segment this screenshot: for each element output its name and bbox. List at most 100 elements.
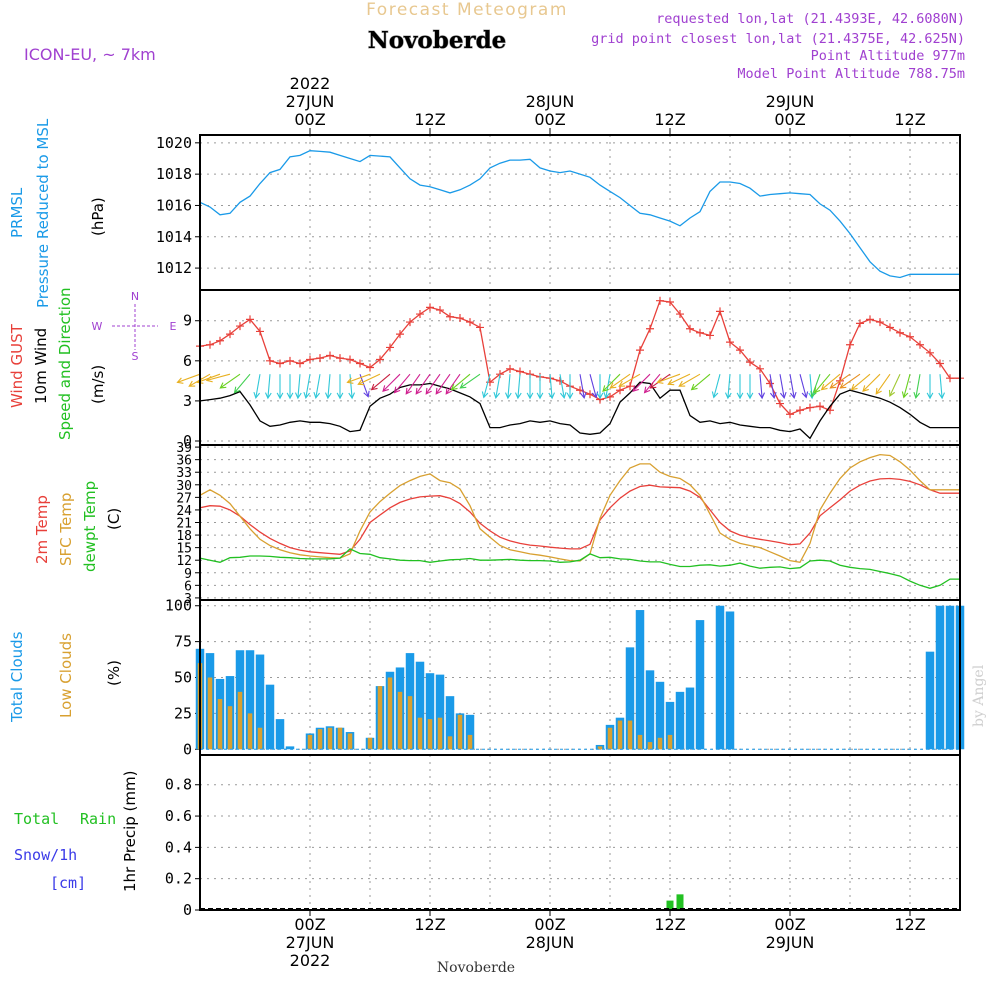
top-tick-label: 27JUN xyxy=(286,92,335,111)
wind-arrow xyxy=(779,374,785,398)
wind-arrow xyxy=(589,374,597,398)
wind-arrow-head xyxy=(618,380,626,387)
total-cloud-bar xyxy=(935,605,945,750)
total-cloud-bar xyxy=(675,691,685,750)
y-tick-label: 0.8 xyxy=(165,776,192,794)
wind-arrow-head xyxy=(678,380,686,387)
top-tick-label: 29JUN xyxy=(766,92,815,111)
wind-arrow-head xyxy=(415,387,422,395)
wind-arrow-head xyxy=(801,391,809,399)
wind-arrow xyxy=(875,373,891,395)
plot-area: 1012101410161018102003693691215182124273… xyxy=(156,134,965,919)
wind-arrow xyxy=(483,374,491,398)
wind-arrow xyxy=(678,373,701,387)
wind-arrow xyxy=(789,374,795,398)
y-tick-label: 1016 xyxy=(156,196,192,214)
compass-s: S xyxy=(132,350,139,363)
low-cloud-bar xyxy=(607,727,613,750)
gust-marker xyxy=(426,303,434,312)
wind-arrow-head xyxy=(875,387,882,395)
series-wind-gust xyxy=(199,299,960,416)
total-cloud-bar xyxy=(465,714,475,750)
y-tick-label: 75 xyxy=(174,633,192,651)
wind-arrow xyxy=(889,373,901,397)
gust-marker xyxy=(446,312,454,321)
gust-marker xyxy=(336,354,344,363)
low-cloud-bar xyxy=(467,734,473,750)
low-cloud-bar xyxy=(637,734,643,750)
wind-arrow-head xyxy=(566,392,574,400)
total-cloud-bar xyxy=(435,674,445,750)
wind-arrow xyxy=(382,373,401,392)
gust-marker xyxy=(276,359,284,368)
gust-marker xyxy=(376,355,384,364)
wind-arrow-head xyxy=(346,377,354,384)
wind-arrow xyxy=(769,374,775,398)
total-cloud-bar xyxy=(715,605,725,750)
low-cloud-bar xyxy=(217,699,223,750)
wind-arrow-head xyxy=(348,392,356,400)
product-title: Forecast Meteogram xyxy=(366,0,568,20)
wind-arrow xyxy=(495,374,501,398)
wind-arrow xyxy=(618,373,641,387)
low-cloud-bar xyxy=(617,720,623,750)
compass-w: W xyxy=(92,320,103,333)
y-tick-label: 25 xyxy=(174,704,192,722)
gust-marker xyxy=(776,399,784,408)
gust-marker xyxy=(896,328,904,337)
panel-frame xyxy=(199,754,961,911)
wind-arrow-head xyxy=(526,392,534,400)
total-cloud-bar xyxy=(445,696,455,750)
gust-marker xyxy=(366,363,374,372)
gust-marker xyxy=(466,318,474,327)
wind-arrow-head xyxy=(829,382,837,389)
y-tick-label: 0.2 xyxy=(165,870,192,888)
gust-marker xyxy=(516,367,524,376)
total-cloud-bar xyxy=(245,650,255,750)
wind-arrow-head xyxy=(536,392,544,400)
gust-marker xyxy=(736,346,744,355)
wind-arrow-head xyxy=(769,391,777,399)
gust-marker xyxy=(616,386,624,395)
gust-marker xyxy=(506,364,514,373)
wind-arrow-head xyxy=(514,392,522,400)
y-tick-label: 36 xyxy=(176,454,192,469)
bottom-tick-label: 27JUN xyxy=(286,933,335,952)
total-cloud-bar xyxy=(635,610,645,750)
wind-arrow xyxy=(327,374,331,399)
gust-marker xyxy=(656,296,664,305)
label-2m-temp: 2m Temp xyxy=(33,495,51,564)
top-tick-label: 00Z xyxy=(294,110,325,129)
label-10m-wind: 10m Wind xyxy=(32,328,50,404)
series-prmsl xyxy=(199,150,960,279)
gust-marker xyxy=(436,306,444,315)
series-2m-temp xyxy=(199,477,960,555)
panel-pressure: 1012 1014 1016 1018 1020 xyxy=(156,134,961,291)
bottom-tick-label: 00Z xyxy=(774,915,805,934)
wind-arrow-head xyxy=(810,390,817,398)
wind-arrow-head xyxy=(253,391,261,399)
y-tick-label: 27 xyxy=(176,491,192,506)
wind-arrow xyxy=(234,373,251,393)
gust-marker xyxy=(856,319,864,328)
wind-arrow-head xyxy=(405,387,412,395)
panel-wind: 0 3 6 9 xyxy=(176,289,964,450)
label-precip-mm: 1hr Precip (mm) xyxy=(121,771,139,892)
total-cloud-bar xyxy=(415,661,425,750)
gust-marker xyxy=(676,310,684,319)
total-cloud-bar xyxy=(665,701,675,750)
wind-arrow-head xyxy=(370,383,378,391)
wind-arrow xyxy=(394,373,411,393)
wind-arrow-head xyxy=(609,382,617,389)
gust-marker xyxy=(666,298,674,307)
gust-marker xyxy=(746,358,754,367)
wind-arrow-head xyxy=(724,392,732,400)
wind-arrow-head xyxy=(746,392,754,400)
gust-marker xyxy=(456,314,464,323)
gust-marker xyxy=(906,332,914,341)
wind-arrow xyxy=(445,373,461,395)
low-cloud-bar xyxy=(407,696,413,750)
y-tick-label: 0.4 xyxy=(165,838,192,856)
y-tick-label: 39 xyxy=(176,441,192,456)
gust-marker xyxy=(886,323,894,332)
